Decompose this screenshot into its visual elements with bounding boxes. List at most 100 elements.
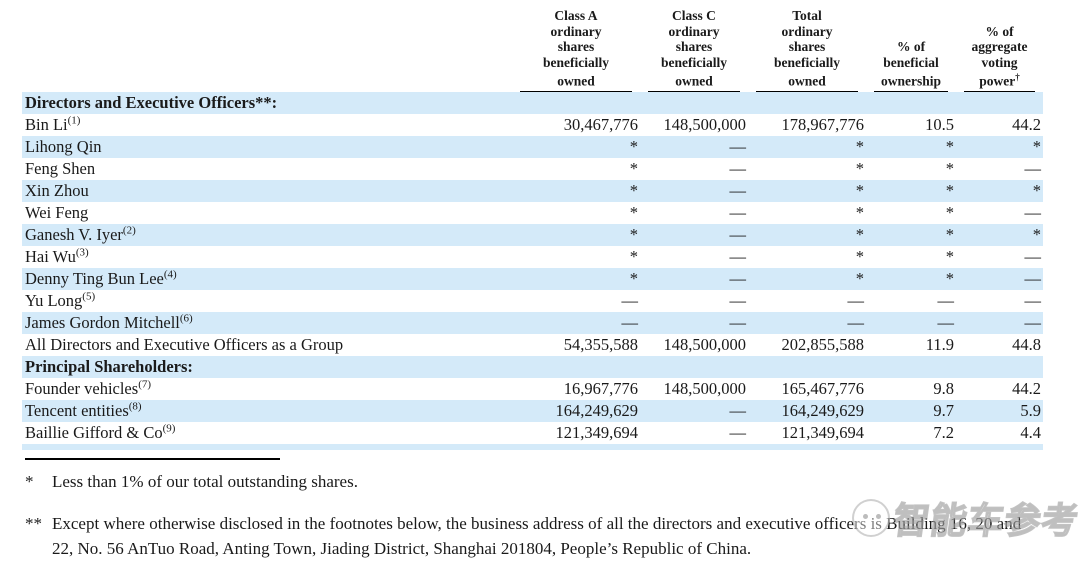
cell-pct-voting: * — [1032, 225, 1041, 244]
footnote-less-than-1pct: * Less than 1% of our total outstanding … — [25, 469, 1045, 494]
cell-class-c-shares: — — [729, 203, 747, 222]
header-total-label: Total ordinary shares beneficially owned — [774, 8, 840, 89]
cell-pct-voting: 44.2 — [1012, 379, 1041, 398]
row-name: Lihong Qin — [25, 137, 102, 156]
cell-class-c-shares: — — [729, 159, 747, 178]
header-class-c: Class C ordinary shares beneficially own… — [640, 6, 748, 92]
table-row: Hai Wu(3) * — * * — — [22, 246, 1043, 268]
cell-pct-voting: * — [1032, 181, 1041, 200]
table-row: Bin Li(1) 30,467,776 148,500,000 178,967… — [22, 114, 1043, 136]
cell-class-a-shares: 54,355,588 — [563, 335, 638, 354]
cell-pct-ownership: — — [937, 313, 955, 332]
cell-pct-voting: 4.4 — [1020, 423, 1041, 442]
cell-class-a-shares: * — [629, 181, 638, 200]
cell-total-shares: 202,855,588 — [781, 335, 865, 354]
row-name: All Directors and Executive Officers as … — [25, 335, 344, 354]
header-pct-ownership-label: % of beneficial ownership — [880, 39, 941, 89]
shareholder-name-cell: Xin Zhou — [22, 180, 512, 202]
cell-class-a-shares: * — [629, 247, 638, 266]
cell-pct-ownership: * — [945, 203, 954, 222]
cell-pct-ownership: * — [945, 247, 954, 266]
footnote-marker: * — [25, 472, 34, 491]
cell-class-c-shares: 148,500,000 — [663, 115, 747, 134]
row-name: Wei Feng — [25, 203, 89, 222]
cell-total-shares: * — [855, 159, 864, 178]
footnote-marker: ** — [25, 514, 42, 533]
cell-class-c-shares: — — [729, 423, 747, 442]
cell-pct-voting: — — [1024, 291, 1042, 310]
shareholder-name-cell: Tencent entities(8) — [22, 400, 512, 422]
cell-total-shares: * — [855, 247, 864, 266]
cell-pct-ownership: * — [945, 269, 954, 288]
cell-class-c-shares: — — [729, 181, 747, 200]
cell-class-a-shares: 164,249,629 — [555, 401, 639, 420]
row-footnote-ref: (9) — [162, 422, 176, 435]
cell-total-shares: — — [847, 313, 865, 332]
cell-pct-ownership: 7.2 — [933, 423, 954, 442]
cell-total-shares — [748, 92, 866, 114]
header-name-column — [22, 6, 512, 92]
shareholder-name-cell: Denny Ting Bun Lee(4) — [22, 268, 512, 290]
cell-class-a-shares — [512, 92, 640, 114]
cell-pct-ownership: * — [945, 159, 954, 178]
cell-pct-voting: — — [1024, 247, 1042, 266]
shareholder-name-cell: Bin Li(1) — [22, 114, 512, 136]
table-row: Ganesh V. Iyer(2) * — * * * — [22, 224, 1043, 246]
row-name: Baillie Gifford & Co — [25, 423, 163, 442]
cell-class-c-shares: — — [729, 313, 747, 332]
cell-class-c-shares: 148,500,000 — [663, 379, 747, 398]
shareholder-name-cell: Baillie Gifford & Co(9) — [22, 422, 512, 444]
cell-total-shares: 178,967,776 — [781, 115, 865, 134]
table-row: Tencent entities(8) 164,249,629 — 164,24… — [22, 400, 1043, 422]
row-name: Directors and Executive Officers**: — [25, 93, 278, 112]
cell-total-shares: * — [855, 203, 864, 222]
table-row: Lihong Qin * — * * * — [22, 136, 1043, 158]
cell-total-shares: * — [855, 181, 864, 200]
footnote-divider — [25, 458, 280, 460]
cell-class-c-shares: — — [729, 269, 747, 288]
row-name: Founder vehicles — [25, 379, 139, 398]
ownership-table: Class A ordinary shares beneficially own… — [22, 6, 1043, 450]
header-pct-ownership: % of beneficial ownership — [866, 6, 956, 92]
cell-pct-voting: 44.8 — [1012, 335, 1041, 354]
cell-class-a-shares: * — [629, 137, 638, 156]
cell-pct-voting — [956, 356, 1043, 378]
row-name: Hai Wu — [25, 247, 76, 266]
cell-pct-ownership: * — [945, 137, 954, 156]
row-footnote-ref: (3) — [75, 246, 89, 259]
cell-class-a-shares: 16,967,776 — [563, 379, 638, 398]
footnote-text: Less than 1% of our total outstanding sh… — [52, 472, 358, 491]
row-footnote-ref: (1) — [67, 114, 81, 127]
cell-pct-voting: — — [1024, 203, 1042, 222]
cell-pct-ownership: * — [945, 225, 954, 244]
cell-total-shares: * — [855, 269, 864, 288]
cell-pct-ownership: 11.9 — [925, 335, 954, 354]
cell-class-c-shares: — — [729, 225, 747, 244]
cell-class-a-shares: * — [629, 203, 638, 222]
cell-total-shares: 121,349,694 — [781, 423, 865, 442]
cell-pct-ownership: * — [945, 181, 954, 200]
table-row: All Directors and Executive Officers as … — [22, 334, 1043, 356]
cell-pct-ownership: 9.8 — [933, 379, 954, 398]
cell-total-shares — [748, 356, 866, 378]
shareholder-name-cell: James Gordon Mitchell(6) — [22, 312, 512, 334]
shareholder-name-cell: Yu Long(5) — [22, 290, 512, 312]
cell-pct-voting — [956, 92, 1043, 114]
row-footnote-ref: (6) — [179, 312, 193, 325]
header-class-a: Class A ordinary shares beneficially own… — [512, 6, 640, 92]
header-class-c-label: Class C ordinary shares beneficially own… — [661, 8, 727, 89]
row-footnote-ref: (2) — [122, 224, 136, 237]
cell-total-shares: * — [855, 137, 864, 156]
shareholder-name-cell: All Directors and Executive Officers as … — [22, 334, 512, 356]
cell-pct-voting: 5.9 — [1020, 401, 1041, 420]
row-name: Ganesh V. Iyer — [25, 225, 123, 244]
cell-class-a-shares: — — [621, 313, 639, 332]
row-name: Denny Ting Bun Lee — [25, 269, 164, 288]
cell-pct-voting: — — [1024, 269, 1042, 288]
cell-class-c-shares: 148,500,000 — [663, 335, 747, 354]
shareholder-name-cell: Feng Shen — [22, 158, 512, 180]
cell-class-c-shares — [640, 92, 748, 114]
header-pct-voting: % of aggregate voting power† — [956, 6, 1043, 92]
header-total: Total ordinary shares beneficially owned — [748, 6, 866, 92]
